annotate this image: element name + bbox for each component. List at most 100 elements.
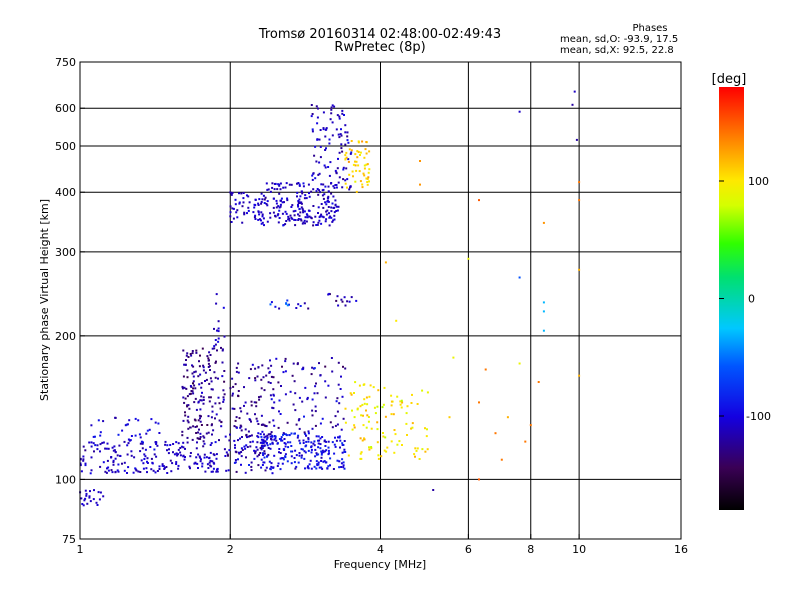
data-point xyxy=(202,396,205,399)
data-point xyxy=(321,194,324,197)
data-point xyxy=(237,362,240,365)
data-point xyxy=(206,355,209,358)
data-point xyxy=(366,414,369,417)
data-point xyxy=(303,450,306,453)
data-point xyxy=(269,468,272,471)
data-point xyxy=(240,410,243,413)
data-point xyxy=(186,352,189,355)
data-point xyxy=(327,197,330,200)
data-point xyxy=(311,128,314,131)
data-point xyxy=(340,143,343,146)
data-point xyxy=(313,367,316,370)
data-point xyxy=(331,202,334,205)
data-point xyxy=(208,351,211,354)
data-point xyxy=(314,145,317,148)
data-point xyxy=(329,161,332,164)
data-point xyxy=(158,468,161,470)
data-point xyxy=(205,456,208,459)
data-point xyxy=(79,458,82,461)
data-point xyxy=(153,448,156,451)
data-point xyxy=(128,419,131,422)
data-point xyxy=(262,439,265,442)
data-point xyxy=(396,443,399,446)
data-point xyxy=(365,409,367,412)
data-point xyxy=(348,173,351,176)
data-point xyxy=(274,437,277,440)
data-point xyxy=(401,401,404,404)
data-point xyxy=(542,221,545,224)
data-point xyxy=(284,393,287,396)
data-point xyxy=(146,429,149,432)
data-point xyxy=(419,183,421,186)
data-point xyxy=(377,454,380,457)
data-point xyxy=(189,455,192,458)
data-point xyxy=(253,449,256,452)
data-point xyxy=(80,470,83,473)
data-point xyxy=(384,261,387,264)
data-point xyxy=(179,451,182,454)
data-point xyxy=(127,442,130,445)
data-point xyxy=(294,209,297,212)
data-point xyxy=(191,438,194,441)
data-point xyxy=(189,353,192,355)
data-point xyxy=(269,433,272,436)
data-point xyxy=(304,194,307,197)
data-point xyxy=(236,209,239,212)
data-point xyxy=(243,211,246,214)
data-point xyxy=(282,186,285,189)
data-point xyxy=(311,414,314,417)
data-point xyxy=(135,469,138,472)
data-point xyxy=(343,450,346,453)
data-point xyxy=(366,163,369,166)
data-point xyxy=(304,467,306,470)
data-point xyxy=(123,461,126,464)
data-point xyxy=(349,392,352,395)
data-point xyxy=(370,427,373,430)
data-point xyxy=(197,467,199,469)
data-point xyxy=(182,375,185,378)
x-axis-label: Frequency [MHz] xyxy=(334,558,426,571)
data-point xyxy=(330,106,333,109)
data-point xyxy=(269,443,272,446)
data-point xyxy=(186,441,189,444)
data-point xyxy=(263,424,266,427)
data-point xyxy=(201,465,204,468)
data-point xyxy=(271,472,274,475)
data-point xyxy=(339,446,341,449)
data-point xyxy=(339,388,342,390)
data-point xyxy=(317,212,319,214)
data-point xyxy=(276,214,279,217)
data-point xyxy=(257,432,260,435)
data-point xyxy=(156,470,159,472)
data-point xyxy=(400,406,403,409)
data-point xyxy=(377,389,380,392)
data-point xyxy=(361,186,364,189)
x-tick-label: 8 xyxy=(527,543,534,556)
data-point xyxy=(175,463,178,465)
data-point xyxy=(182,441,185,444)
data-point xyxy=(161,463,164,466)
data-point xyxy=(280,436,283,439)
data-point xyxy=(426,391,429,394)
data-point xyxy=(317,221,320,224)
data-point xyxy=(327,384,330,387)
data-point xyxy=(411,422,414,425)
data-point xyxy=(265,203,268,205)
data-point xyxy=(334,415,337,418)
data-point xyxy=(198,365,201,368)
data-point xyxy=(242,197,245,200)
data-point xyxy=(263,444,266,447)
data-point xyxy=(331,220,334,223)
data-point xyxy=(282,457,285,460)
data-point xyxy=(144,455,147,458)
data-point xyxy=(327,185,330,188)
data-point xyxy=(280,439,283,442)
data-point xyxy=(216,329,218,332)
y-tick-label: 300 xyxy=(55,246,76,259)
data-point xyxy=(201,462,204,465)
data-point xyxy=(222,400,225,403)
data-point xyxy=(215,470,218,473)
data-point xyxy=(335,299,338,302)
y-tick-label: 750 xyxy=(55,56,76,69)
data-point xyxy=(314,215,317,218)
